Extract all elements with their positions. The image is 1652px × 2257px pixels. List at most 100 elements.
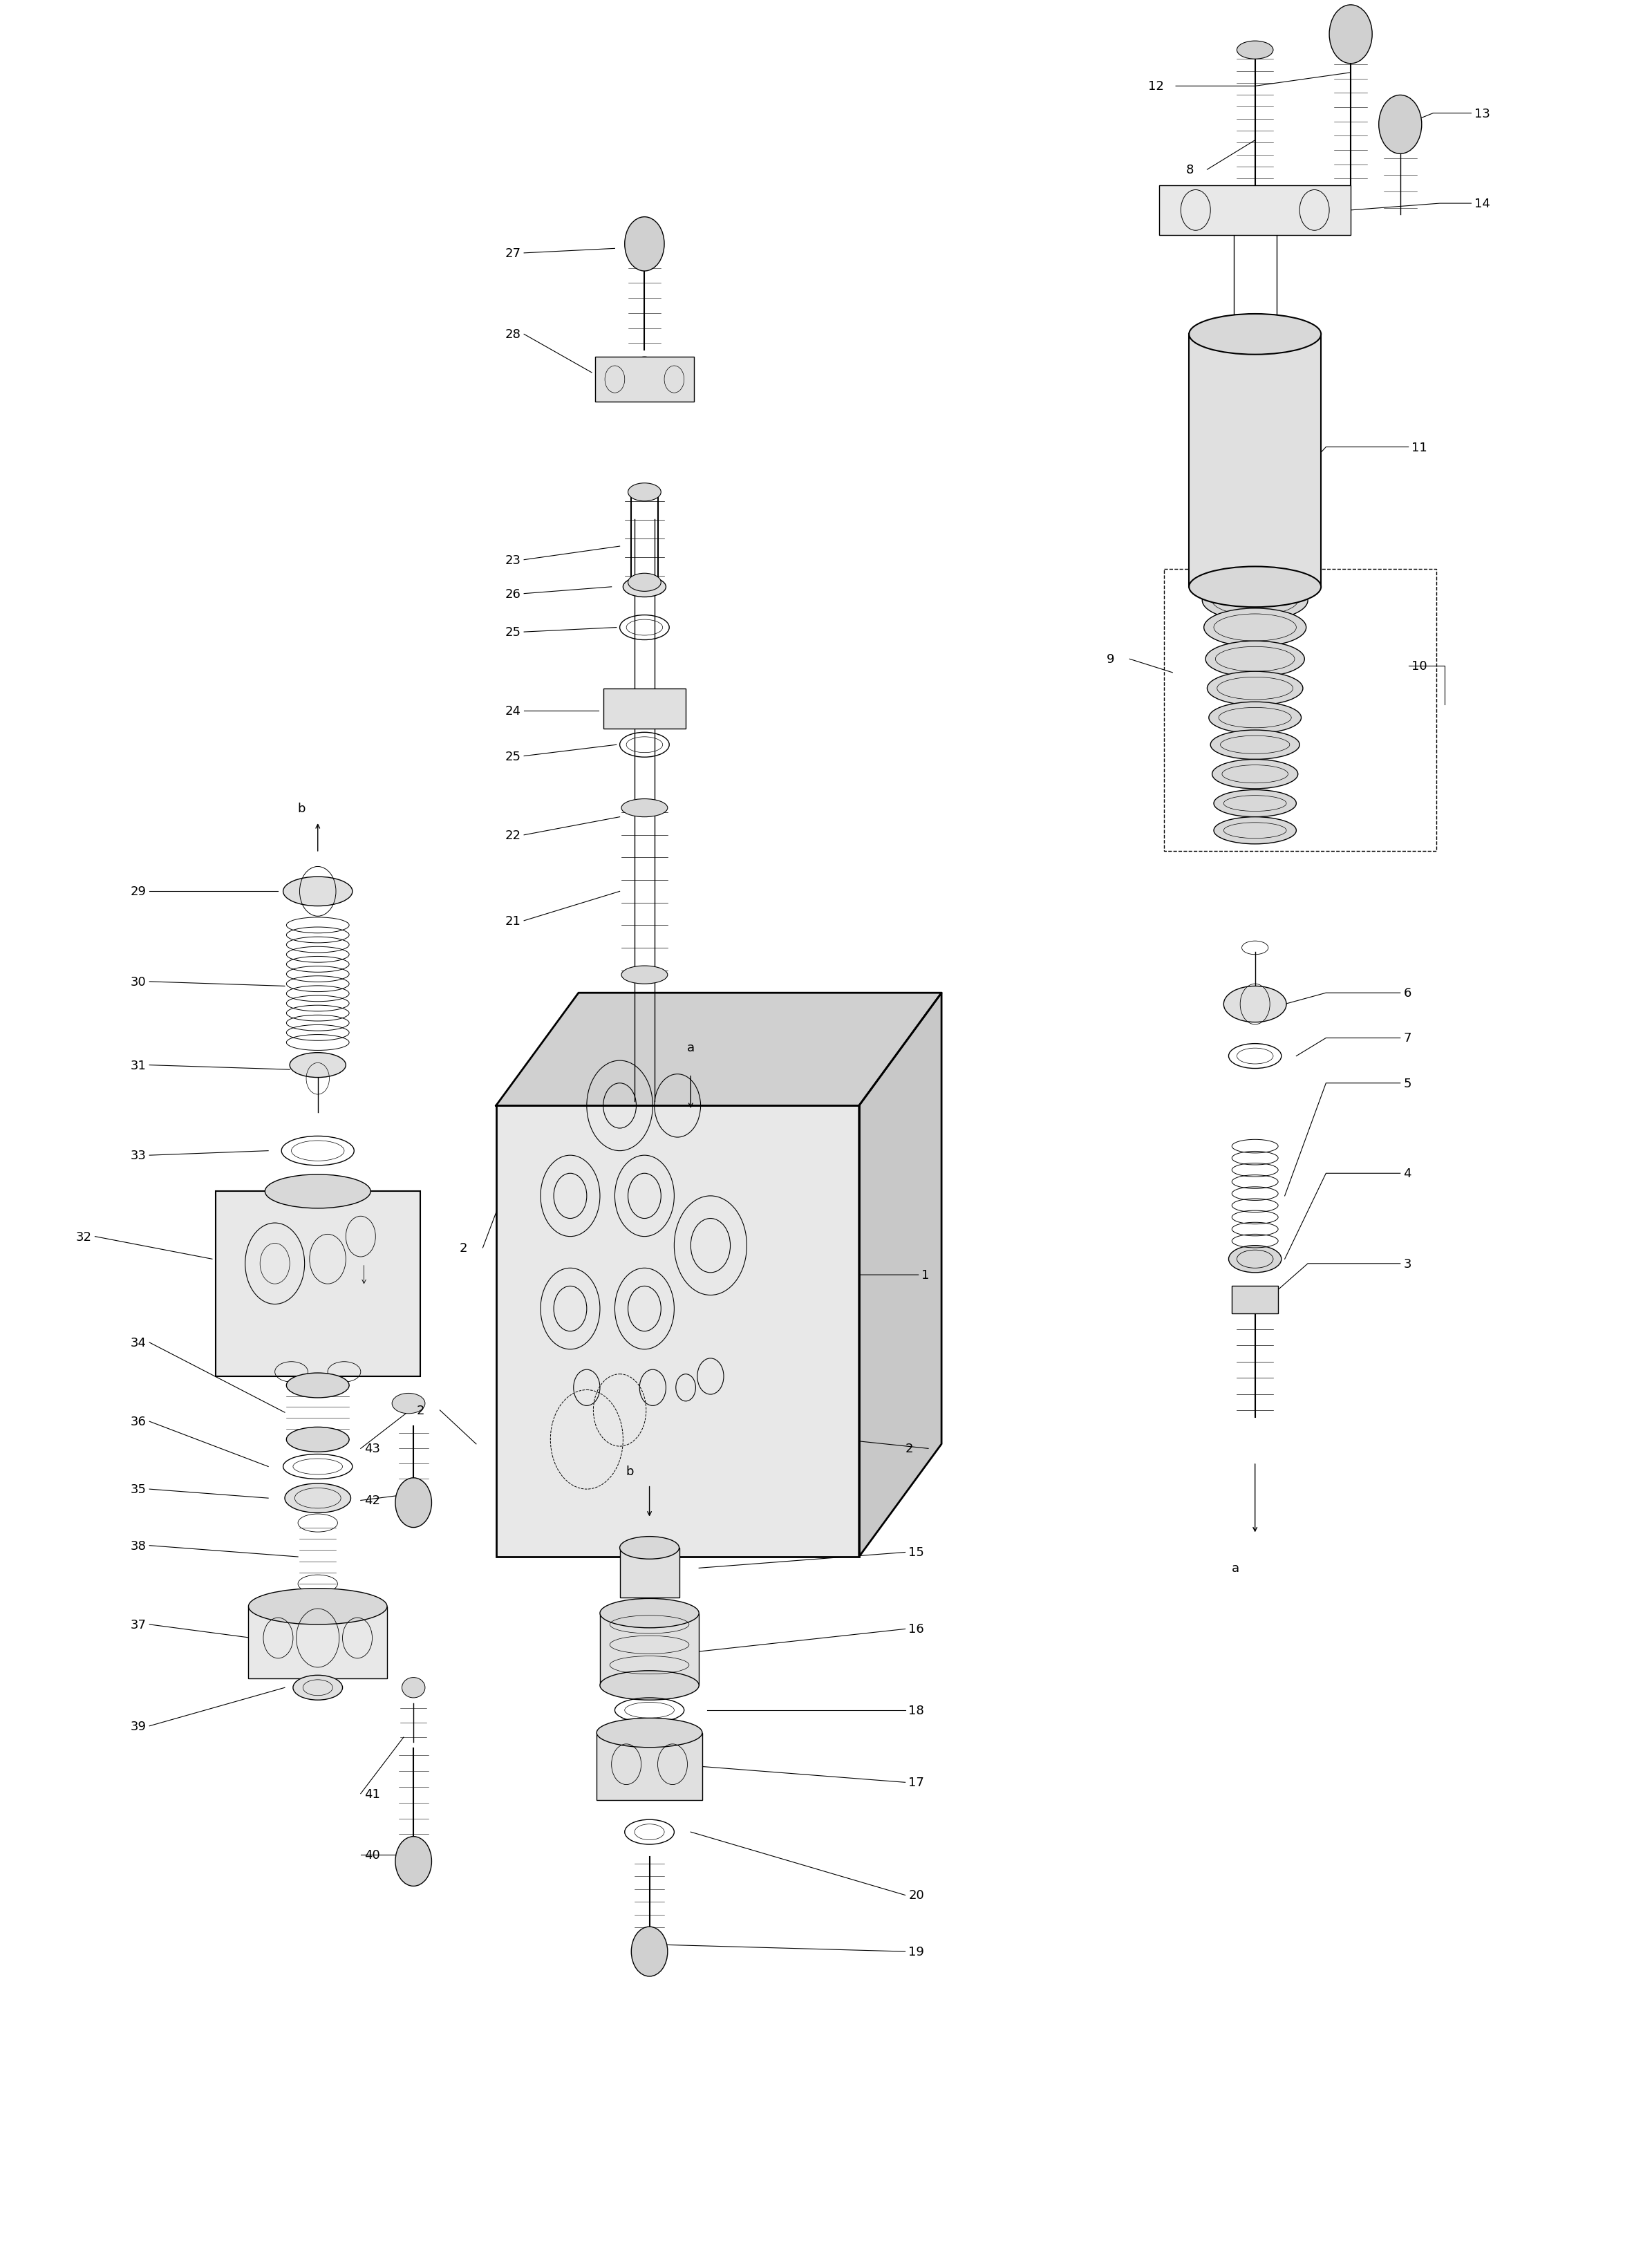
Text: 25: 25: [506, 625, 520, 639]
Ellipse shape: [1204, 609, 1307, 648]
Text: b: b: [297, 801, 306, 815]
Text: a: a: [687, 1040, 694, 1054]
Polygon shape: [496, 993, 942, 1106]
Text: 15: 15: [909, 1546, 925, 1560]
Text: 18: 18: [909, 1704, 923, 1718]
Circle shape: [1379, 95, 1422, 153]
Ellipse shape: [1211, 731, 1300, 761]
Text: 31: 31: [131, 1059, 145, 1072]
Text: 30: 30: [131, 975, 145, 989]
Text: 21: 21: [506, 914, 520, 928]
Ellipse shape: [1203, 580, 1308, 621]
Text: 23: 23: [506, 553, 520, 567]
Bar: [600, 1614, 699, 1686]
Ellipse shape: [600, 363, 691, 397]
Bar: [215, 1192, 420, 1377]
Text: 2: 2: [416, 1404, 425, 1417]
Bar: [620, 1548, 679, 1598]
Ellipse shape: [620, 1537, 679, 1560]
Text: 19: 19: [909, 1946, 925, 1957]
Ellipse shape: [628, 483, 661, 501]
Ellipse shape: [1209, 702, 1302, 734]
Bar: [248, 1607, 387, 1679]
Text: 43: 43: [363, 1442, 380, 1456]
Text: 26: 26: [506, 587, 520, 600]
Bar: [1189, 334, 1322, 587]
Ellipse shape: [1206, 641, 1305, 677]
Text: 40: 40: [363, 1848, 380, 1860]
Text: 12: 12: [1148, 81, 1163, 93]
Circle shape: [631, 1927, 667, 1977]
Text: 27: 27: [506, 248, 520, 260]
Text: 25: 25: [506, 749, 520, 763]
Text: 7: 7: [1404, 1031, 1411, 1045]
Ellipse shape: [401, 1677, 425, 1697]
Ellipse shape: [392, 1393, 425, 1413]
Text: 41: 41: [363, 1788, 380, 1801]
Text: 28: 28: [506, 330, 520, 341]
Text: 6: 6: [1404, 986, 1411, 1000]
Ellipse shape: [1229, 1246, 1282, 1273]
Ellipse shape: [628, 573, 661, 591]
Ellipse shape: [264, 1174, 370, 1207]
Text: 39: 39: [131, 1720, 145, 1733]
Text: 8: 8: [1186, 165, 1194, 176]
Text: 4: 4: [1404, 1167, 1411, 1180]
Text: a: a: [1231, 1562, 1239, 1575]
Text: 20: 20: [909, 1889, 923, 1900]
Ellipse shape: [282, 878, 352, 907]
Bar: [1160, 185, 1351, 235]
Ellipse shape: [1189, 567, 1322, 607]
Ellipse shape: [621, 966, 667, 984]
Text: 24: 24: [506, 704, 520, 718]
Bar: [595, 357, 694, 402]
Ellipse shape: [286, 1426, 349, 1451]
Text: 22: 22: [506, 828, 520, 842]
Ellipse shape: [1237, 41, 1274, 59]
Text: 16: 16: [909, 1623, 923, 1636]
Ellipse shape: [1214, 817, 1297, 844]
Ellipse shape: [1208, 673, 1303, 706]
Circle shape: [624, 217, 664, 271]
Text: 11: 11: [1412, 442, 1427, 454]
Ellipse shape: [1214, 790, 1297, 817]
Ellipse shape: [1189, 314, 1322, 354]
Bar: [1232, 1286, 1279, 1314]
Ellipse shape: [600, 1598, 699, 1627]
Text: 13: 13: [1475, 108, 1490, 120]
Text: 14: 14: [1475, 199, 1490, 210]
Ellipse shape: [286, 1372, 349, 1397]
Ellipse shape: [284, 1483, 350, 1512]
Text: 3: 3: [1404, 1257, 1411, 1271]
Text: 32: 32: [76, 1230, 93, 1244]
Text: b: b: [626, 1465, 634, 1478]
Text: 10: 10: [1412, 659, 1427, 673]
Bar: [596, 1733, 702, 1801]
Text: 38: 38: [131, 1539, 145, 1553]
Ellipse shape: [1224, 986, 1287, 1022]
Text: 36: 36: [131, 1415, 145, 1429]
Text: 42: 42: [363, 1494, 380, 1508]
Ellipse shape: [623, 578, 666, 598]
Text: 9: 9: [1107, 652, 1115, 666]
Bar: [1165, 569, 1437, 851]
Ellipse shape: [621, 799, 667, 817]
Text: 1: 1: [922, 1268, 930, 1282]
Ellipse shape: [289, 1054, 345, 1079]
Bar: [496, 1106, 859, 1557]
Text: 2: 2: [905, 1442, 914, 1456]
Text: 37: 37: [131, 1618, 145, 1632]
Bar: [603, 688, 686, 729]
Text: 17: 17: [909, 1776, 925, 1790]
Text: 2: 2: [459, 1241, 468, 1255]
Polygon shape: [859, 993, 942, 1557]
Ellipse shape: [596, 1718, 702, 1747]
Ellipse shape: [292, 1675, 342, 1700]
Circle shape: [1330, 5, 1373, 63]
Text: 35: 35: [131, 1483, 145, 1496]
Circle shape: [395, 1837, 431, 1887]
Ellipse shape: [1213, 761, 1298, 790]
Text: 5: 5: [1404, 1077, 1411, 1090]
Text: 34: 34: [131, 1336, 145, 1350]
Text: 29: 29: [131, 885, 145, 898]
